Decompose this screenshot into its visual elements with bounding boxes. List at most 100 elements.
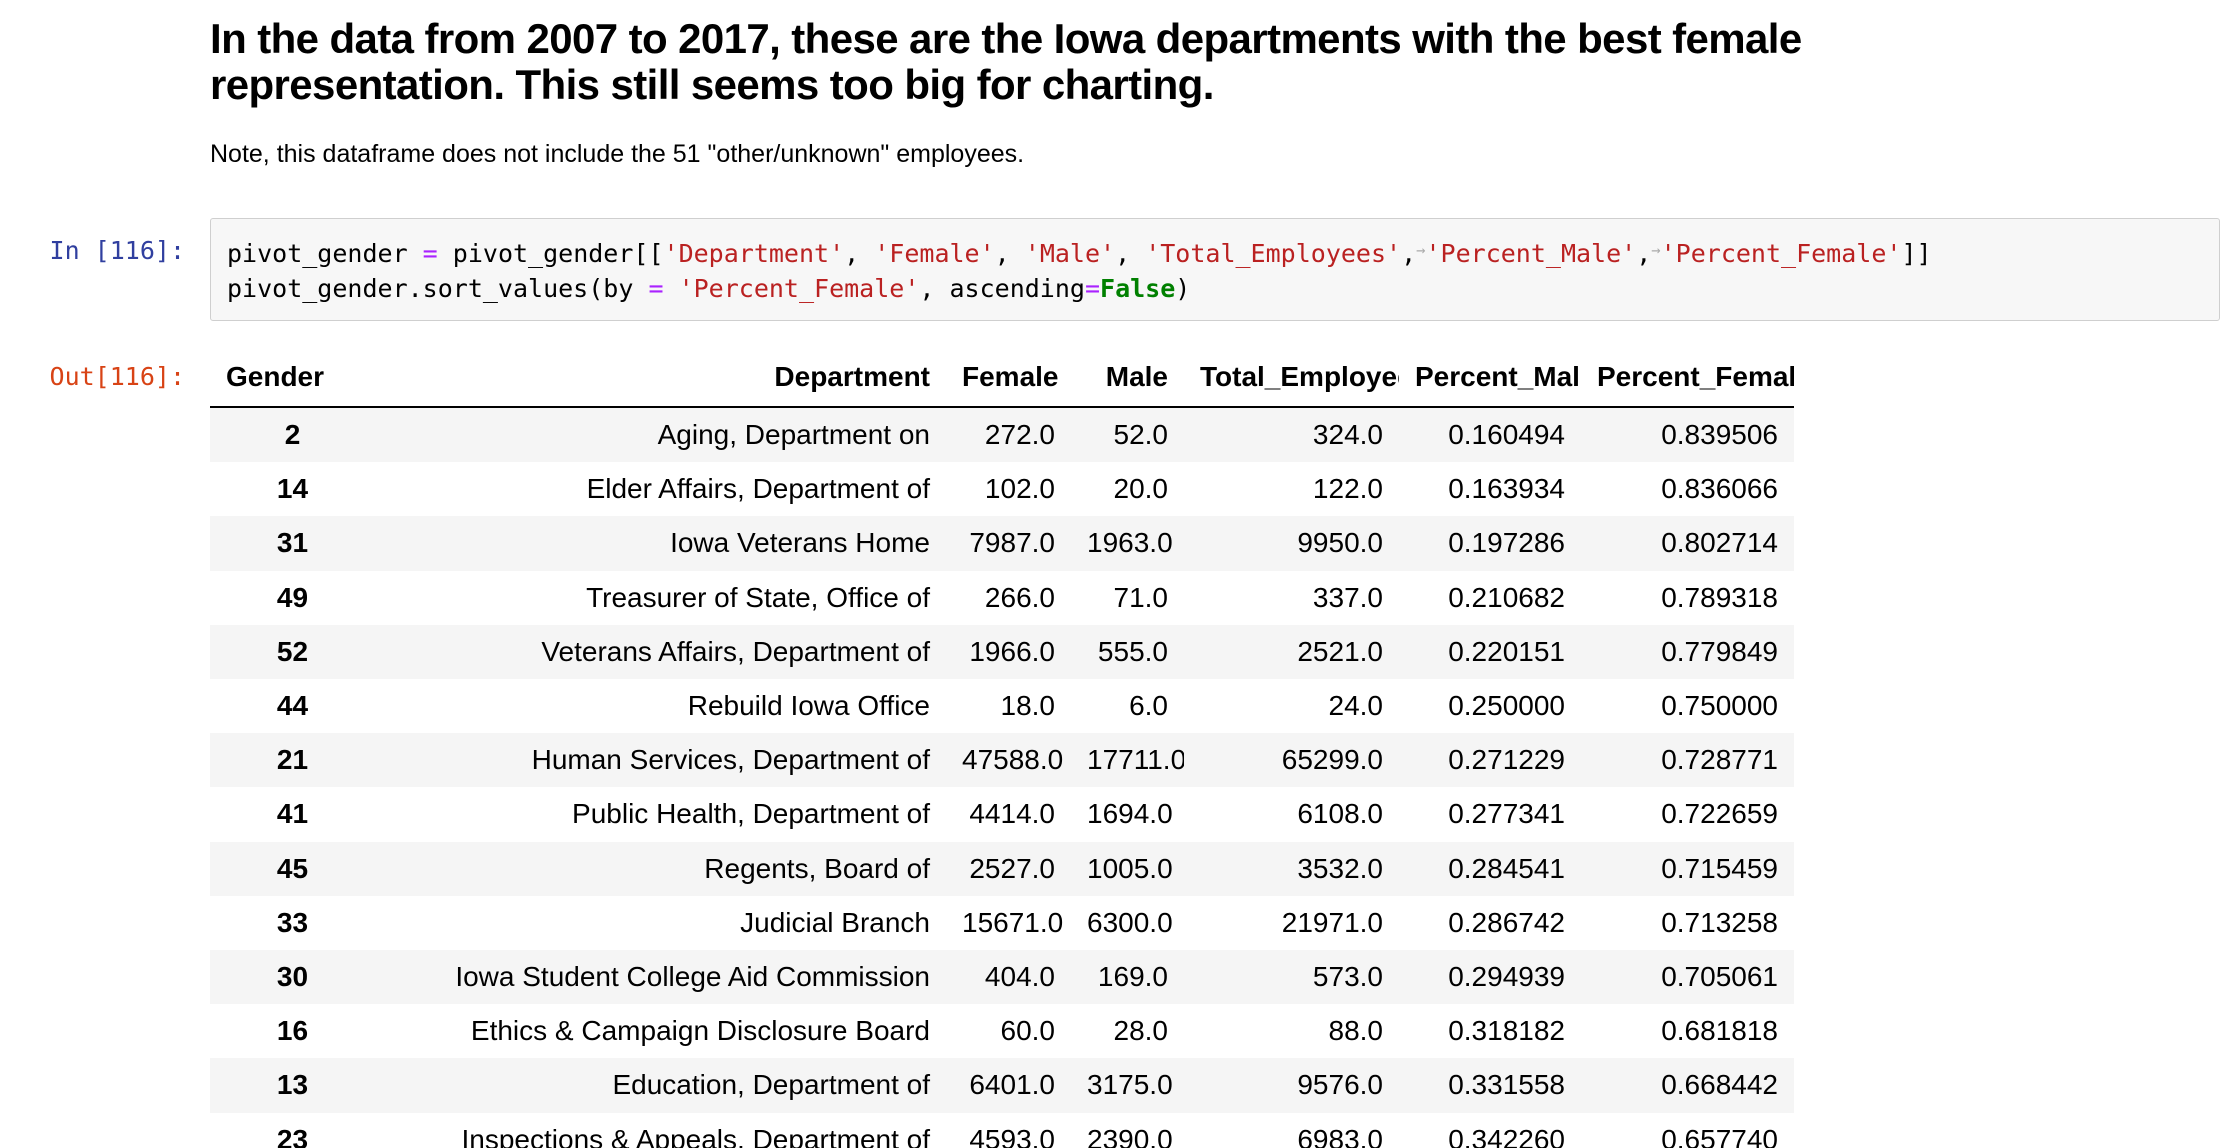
- code-token: ]]: [1901, 238, 1932, 268]
- cell: 0.728771: [1661, 744, 1778, 776]
- cell: 0.681818: [1661, 1015, 1778, 1047]
- code-line: pivot_gender = pivot_gender[['Department…: [227, 233, 2203, 271]
- index-name-header: Gender: [226, 360, 325, 392]
- code-token: ): [1175, 273, 1191, 303]
- cell: 404.0: [984, 960, 1055, 992]
- table-row: 21 Human Services, Department of 47588.0 17…: [210, 733, 1794, 788]
- row-index: 31: [276, 527, 309, 559]
- cell: 0.705061: [1661, 960, 1778, 992]
- row-index: 41: [276, 798, 309, 830]
- table-row: 52 Veterans Affairs, Department of 1966.0 5…: [210, 624, 1794, 679]
- output-cell: Out[116]: Gender Department Female Male Tota…: [0, 347, 2240, 1148]
- cell: 6108.0: [1297, 798, 1383, 830]
- table-row: 49 Treasurer of State, Office of 266.0 71.0…: [210, 571, 1794, 625]
- row-index: 30: [276, 960, 309, 992]
- cell: 0.286742: [1448, 906, 1565, 938]
- cell: 122.0: [1312, 473, 1383, 505]
- markdown-heading: In the data from 2007 to 2017, these are…: [210, 15, 1802, 109]
- cell: Ethics & Campaign Disclosure Board: [470, 1015, 930, 1047]
- code-token: 'Total_Employees': [1145, 238, 1402, 268]
- cell: 21971.0: [1281, 906, 1383, 938]
- output-area: Gender Department Female Male Total_Employee…: [210, 347, 2240, 1148]
- code-token: 'Percent_Female': [678, 273, 920, 303]
- cell: 0.657740: [1661, 1123, 1778, 1148]
- cell: 102.0: [984, 473, 1055, 505]
- code-token: ,: [994, 238, 1025, 268]
- tab-whitespace-marker: →: [1651, 240, 1661, 259]
- cell: 24.0: [1328, 690, 1384, 721]
- cell: 555.0: [1097, 635, 1168, 667]
- cell: 6401.0: [969, 1069, 1055, 1101]
- cell: 324.0: [1312, 419, 1383, 451]
- table-row: 41 Public Health, Department of 4414.0 1694…: [210, 787, 1794, 841]
- column-header: Percent_Male: [1415, 360, 1581, 392]
- code-token: ,: [1401, 238, 1417, 268]
- table-row: 13 Education, Department of 6401.0 3175.0 95…: [210, 1058, 1794, 1113]
- code-token: pivot_gender.sort_values(by: [227, 273, 649, 303]
- cell: 0.722659: [1661, 798, 1778, 830]
- row-index: 23: [276, 1123, 309, 1148]
- cell: Elder Affairs, Department of: [586, 473, 930, 505]
- cell: Education, Department of: [612, 1069, 930, 1101]
- table-row: 16 Ethics & Campaign Disclosure Board 60.0…: [210, 1004, 1794, 1058]
- code-token: pivot_gender[[: [437, 238, 664, 268]
- cell: Human Services, Department of: [531, 744, 930, 776]
- cell: 0.220151: [1448, 635, 1565, 667]
- code-token: ,: [844, 238, 875, 268]
- cell: 0.294939: [1448, 960, 1565, 992]
- cell: Public Health, Department of: [572, 798, 930, 830]
- column-header: Male: [1105, 360, 1168, 392]
- column-header: Department: [774, 360, 930, 392]
- cell: 0.318182: [1448, 1015, 1565, 1047]
- cell: 4593.0: [969, 1123, 1055, 1148]
- cell: 0.271229: [1448, 744, 1565, 776]
- cell: 0.779849: [1661, 635, 1778, 667]
- cell: Judicial Branch: [740, 906, 930, 938]
- table-header-row: Gender Department Female Male Total_Employee…: [210, 347, 1794, 408]
- code-token: 'Percent_Male': [1425, 238, 1637, 268]
- row-index: 21: [276, 744, 309, 776]
- cell: 0.277341: [1448, 798, 1565, 830]
- cell: 1005.0: [1087, 852, 1173, 884]
- cell: 272.0: [984, 419, 1055, 451]
- cell: 9950.0: [1297, 527, 1383, 559]
- table-row: 2 Aging, Department on 272.0 52.0 324.0 0.160…: [210, 407, 1794, 463]
- row-index: 52: [276, 635, 309, 667]
- row-index: 45: [276, 852, 309, 884]
- markdown-cell: In the data from 2007 to 2017, these are…: [0, 0, 2240, 171]
- cell: 2521.0: [1297, 635, 1383, 667]
- code-editor[interactable]: pivot_gender = pivot_gender[['Department…: [210, 217, 2220, 321]
- code-token: , ascending: [919, 273, 1085, 303]
- table-body: 2 Aging, Department on 272.0 52.0 324.0 0.160…: [210, 407, 1794, 1148]
- row-index: 16: [276, 1015, 309, 1047]
- cell: 573.0: [1312, 960, 1383, 992]
- cell: 0.342260: [1448, 1123, 1565, 1148]
- cell: 9576.0: [1297, 1069, 1383, 1101]
- cell: Aging, Department on: [657, 419, 930, 451]
- cell: 0.160494: [1448, 419, 1565, 451]
- cell: 2390.0: [1087, 1123, 1173, 1148]
- cell: Iowa Veterans Home: [670, 527, 930, 559]
- cell: 0.210682: [1448, 581, 1565, 613]
- cell: 15671.0: [962, 906, 1064, 938]
- cell: 0.713258: [1661, 906, 1778, 938]
- cell: 1963.0: [1087, 527, 1173, 559]
- cell: 0.789318: [1661, 581, 1778, 613]
- cell: 65299.0: [1281, 744, 1383, 776]
- cell: 1966.0: [969, 635, 1055, 667]
- cell: Inspections & Appeals, Department of: [461, 1123, 931, 1148]
- row-index: 2: [284, 419, 301, 451]
- cell: 60.0: [1000, 1015, 1056, 1047]
- cell: Rebuild Iowa Office: [687, 690, 930, 721]
- cell: 0.836066: [1661, 473, 1778, 505]
- input-prompt: In [116]:: [49, 235, 185, 265]
- table-row: 14 Elder Affairs, Department of 102.0 20.0 1…: [210, 462, 1794, 516]
- cell: 0.250000: [1448, 690, 1565, 721]
- dataframe-table: Gender Department Female Male Total_Employee…: [210, 347, 1794, 1148]
- row-index: 49: [276, 581, 309, 613]
- cell: 18.0: [1000, 690, 1056, 721]
- column-header: Percent_Female: [1597, 360, 1794, 392]
- cell: 71.0: [1113, 581, 1169, 613]
- code-cell: In [116]: pivot_gender = pivot_gender[['…: [0, 217, 2240, 321]
